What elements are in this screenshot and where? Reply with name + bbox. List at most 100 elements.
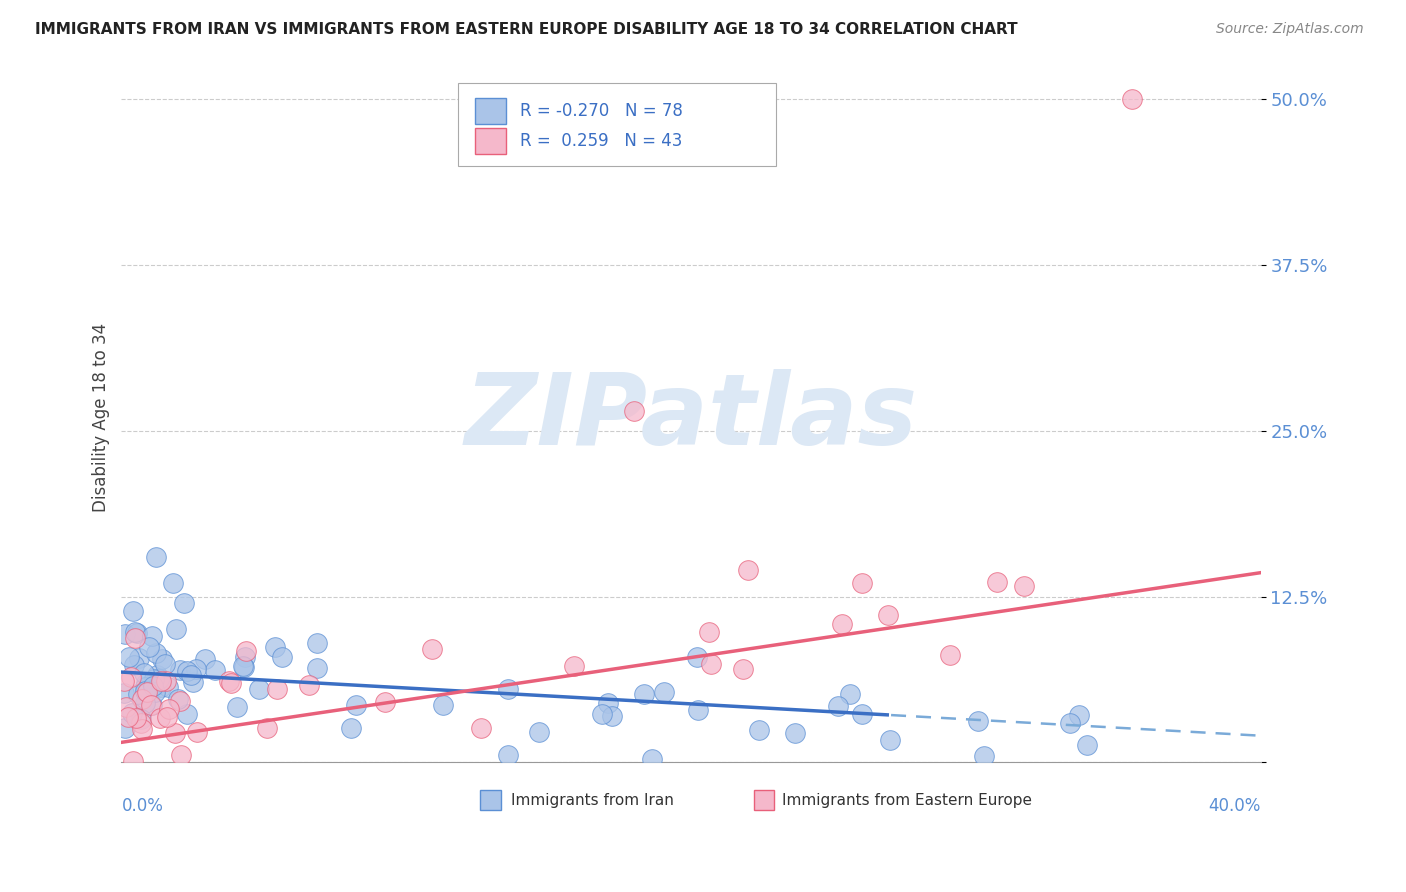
Point [143, 684, 166, 698]
Point [155, 673, 177, 688]
Point [699, 657, 721, 671]
Point [877, 608, 900, 623]
Point [165, 622, 187, 636]
Point [115, 699, 138, 714]
Point [118, 649, 141, 664]
Point [153, 657, 176, 672]
Point [167, 691, 190, 706]
Point [132, 665, 155, 680]
Point [117, 710, 139, 724]
Point [136, 685, 159, 699]
Point [1059, 715, 1081, 730]
Point [785, 725, 807, 739]
Point [831, 617, 853, 632]
Point [204, 664, 226, 678]
Point [432, 698, 454, 712]
FancyBboxPatch shape [481, 789, 501, 811]
Point [120, 670, 142, 684]
Point [142, 679, 165, 693]
Point [169, 694, 191, 708]
Text: 0.0%: 0.0% [121, 797, 163, 814]
Point [170, 748, 193, 763]
Point [851, 706, 873, 721]
Point [344, 698, 367, 712]
Point [169, 663, 191, 677]
Point [623, 404, 645, 418]
Point [827, 698, 849, 713]
Text: Source: ZipAtlas.com: Source: ZipAtlas.com [1216, 22, 1364, 37]
Point [146, 677, 169, 691]
Point [839, 687, 862, 701]
Point [145, 646, 167, 660]
Point [1067, 708, 1090, 723]
Text: Immigrants from Iran: Immigrants from Iran [510, 793, 673, 807]
Point [420, 641, 443, 656]
Point [697, 624, 720, 639]
Point [114, 627, 136, 641]
Point [938, 648, 960, 662]
Point [112, 686, 135, 700]
Point [142, 673, 165, 687]
Point [879, 732, 901, 747]
Point [149, 673, 172, 688]
Point [496, 747, 519, 762]
Y-axis label: Disability Age 18 to 34: Disability Age 18 to 34 [93, 323, 110, 512]
Point [225, 700, 247, 714]
Point [256, 721, 278, 735]
Point [122, 657, 145, 672]
Point [186, 724, 208, 739]
Point [967, 714, 990, 729]
Point [149, 711, 172, 725]
Point [851, 576, 873, 591]
Point [146, 668, 169, 682]
Point [232, 659, 254, 673]
Point [600, 709, 623, 723]
Point [112, 673, 135, 688]
Point [527, 725, 550, 739]
Point [156, 710, 179, 724]
Point [162, 576, 184, 591]
Point [1121, 93, 1143, 107]
Point [470, 721, 492, 735]
Text: R = -0.270   N = 78: R = -0.270 N = 78 [520, 102, 683, 120]
Point [340, 721, 363, 735]
Point [163, 726, 186, 740]
Point [973, 748, 995, 763]
Point [641, 752, 664, 766]
Point [298, 677, 321, 691]
Point [1076, 738, 1098, 752]
Point [247, 682, 270, 697]
Point [176, 664, 198, 678]
Point [121, 754, 143, 768]
Text: ZIPatlas: ZIPatlas [464, 369, 918, 467]
Point [135, 676, 157, 690]
Point [688, 704, 710, 718]
Point [264, 640, 287, 654]
Point [731, 662, 754, 676]
Point [128, 651, 150, 665]
Point [124, 631, 146, 645]
Point [148, 672, 170, 686]
Point [305, 661, 328, 675]
Text: Immigrants from Eastern Europe: Immigrants from Eastern Europe [782, 793, 1032, 807]
Point [591, 707, 613, 722]
Point [121, 706, 143, 720]
FancyBboxPatch shape [457, 83, 776, 166]
Point [1012, 579, 1035, 593]
Point [633, 687, 655, 701]
Text: 40.0%: 40.0% [1208, 797, 1261, 814]
Point [235, 644, 257, 658]
Point [233, 660, 256, 674]
Point [129, 712, 152, 726]
Point [180, 667, 202, 681]
Point [157, 681, 180, 695]
Point [176, 707, 198, 722]
Point [307, 636, 329, 650]
Point [374, 695, 396, 709]
Point [737, 563, 759, 577]
Point [157, 701, 180, 715]
Point [748, 723, 770, 737]
Point [150, 680, 173, 694]
Point [138, 640, 160, 654]
Point [266, 681, 288, 696]
